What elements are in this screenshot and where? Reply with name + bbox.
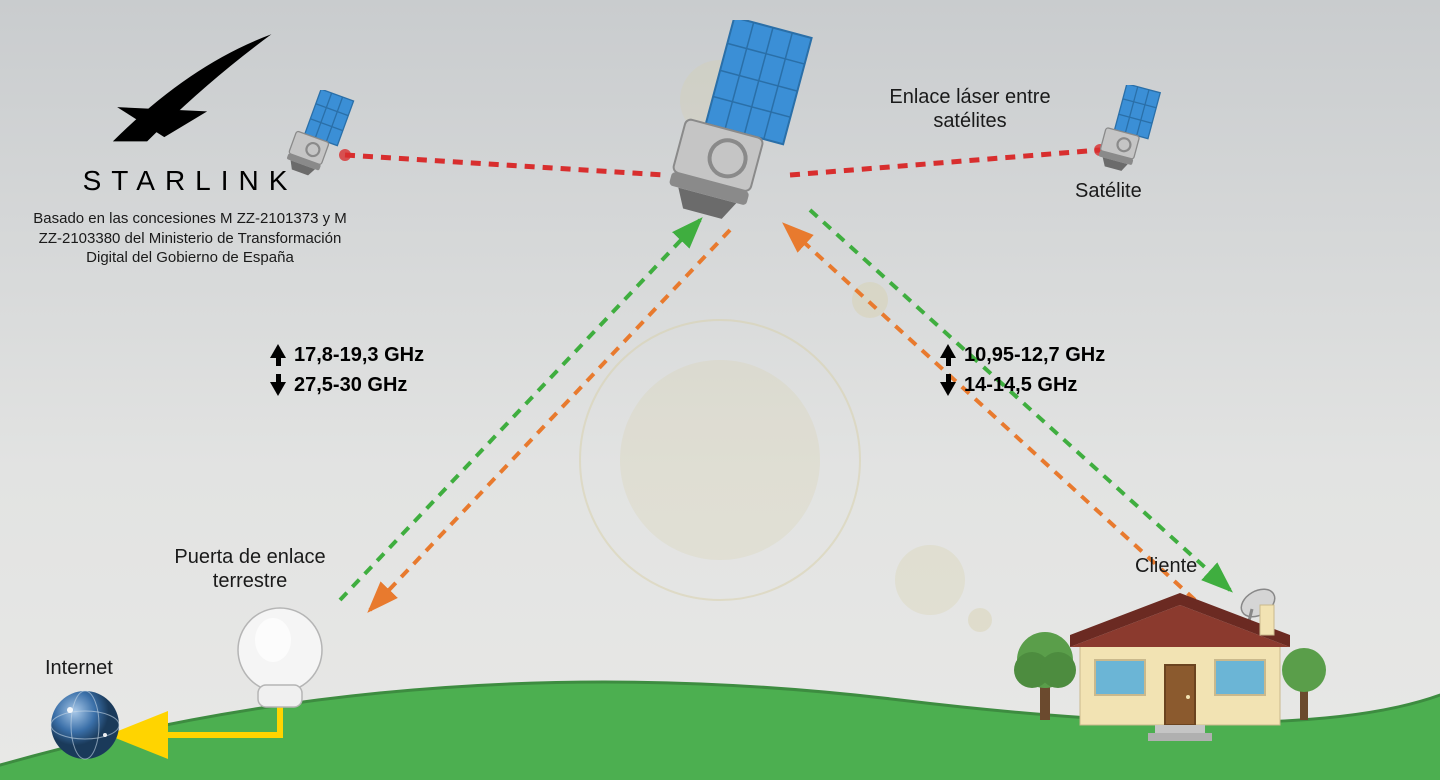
freq-client: 10,95-12,7 GHz 14-14,5 GHz — [940, 340, 1105, 400]
label-internet: Internet — [45, 657, 113, 680]
satellite-right-icon — [1085, 85, 1165, 180]
satellite-left-icon — [275, 90, 355, 185]
freq-gateway: 17,8-19,3 GHz 27,5-30 GHz — [270, 340, 424, 400]
freq-client-down: 14-14,5 GHz — [964, 370, 1077, 400]
downlink-gateway — [370, 230, 730, 610]
label-satellite: Satélite — [1075, 180, 1142, 203]
laser-link-right — [790, 150, 1100, 175]
freq-gateway-down: 27,5-30 GHz — [294, 370, 407, 400]
label-gateway: Puerta de enlace terrestre — [145, 545, 355, 593]
freq-client-up: 10,95-12,7 GHz — [964, 340, 1105, 370]
uplink-gateway — [340, 220, 700, 600]
freq-gateway-up: 17,8-19,3 GHz — [294, 340, 424, 370]
downlink-client — [810, 210, 1230, 590]
uplink-client — [785, 225, 1195, 600]
internet-globe-icon — [45, 685, 125, 765]
satellite-main-icon — [640, 20, 820, 240]
gateway-icon — [225, 595, 335, 715]
laser-link-left — [345, 155, 665, 175]
client-house-icon — [1000, 565, 1340, 755]
concessions-text: Basado en las concesiones M ZZ-2101373 y… — [30, 209, 350, 268]
label-laser-link: Enlace láser entre satélites — [870, 85, 1070, 133]
label-client: Cliente — [1135, 555, 1197, 578]
diagram-canvas: STARLINK Basado en las concesiones M ZZ-… — [0, 0, 1440, 780]
starlink-logo-icon — [100, 30, 280, 150]
